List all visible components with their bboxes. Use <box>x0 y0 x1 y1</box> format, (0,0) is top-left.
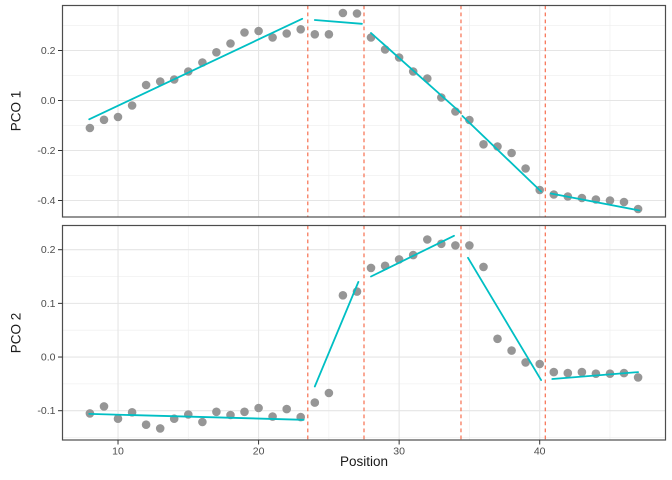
data-point <box>324 388 334 398</box>
x-tick-label: 10 <box>112 446 124 458</box>
data-point <box>577 367 587 377</box>
data-point <box>141 420 151 430</box>
data-point <box>591 369 601 379</box>
data-point <box>226 39 235 48</box>
data-point <box>113 414 123 424</box>
y-tick-label: 0.1 <box>41 298 56 310</box>
data-point <box>479 262 488 272</box>
data-point <box>535 359 544 369</box>
data-point <box>549 367 559 377</box>
y-axis-title-pco1: PCO 1 <box>8 90 24 132</box>
trend-segment <box>88 17 304 121</box>
data-point <box>338 8 348 18</box>
data-point <box>619 197 629 207</box>
data-point <box>465 115 474 125</box>
data-point <box>141 80 151 90</box>
data-point <box>465 241 474 250</box>
y-tick-label: 0.2 <box>41 45 56 57</box>
data-point <box>366 263 376 273</box>
data-point <box>324 30 334 39</box>
data-point <box>212 407 221 417</box>
data-point <box>268 33 277 42</box>
y-tick-label: 0.0 <box>41 95 56 107</box>
trend-segment <box>370 32 462 114</box>
data-point <box>423 235 432 244</box>
y-tick-label: -0.2 <box>37 145 55 157</box>
data-point <box>282 29 292 38</box>
data-point <box>198 417 207 427</box>
data-point <box>605 196 615 205</box>
data-point <box>99 402 109 411</box>
data-point <box>633 373 643 382</box>
data-point <box>240 28 249 37</box>
data-point <box>282 404 292 414</box>
data-point <box>310 30 320 39</box>
data-point <box>479 140 488 149</box>
data-point <box>155 77 165 86</box>
data-point <box>240 407 249 417</box>
data-point <box>633 204 643 214</box>
y-tick-label: -0.4 <box>37 195 55 207</box>
x-axis-title: Position <box>339 454 389 469</box>
x-tick-label: 40 <box>534 446 546 458</box>
data-point <box>254 403 263 413</box>
data-point <box>521 164 530 173</box>
data-point <box>521 358 530 367</box>
data-point <box>437 93 446 102</box>
data-point <box>451 241 460 250</box>
trend-segment <box>551 371 639 380</box>
trend-segment <box>313 19 363 25</box>
trend-segment <box>467 256 542 382</box>
x-tick-label: 30 <box>393 446 405 458</box>
data-point <box>113 112 123 122</box>
data-point <box>352 9 362 18</box>
data-point <box>563 368 573 378</box>
data-point <box>338 291 348 300</box>
data-point <box>310 398 320 407</box>
data-point <box>296 25 306 34</box>
trend-segment <box>461 115 542 193</box>
y-axis-title-pco2: PCO 2 <box>8 312 24 354</box>
panel-border <box>61 224 667 441</box>
data-point <box>507 346 516 355</box>
data-point <box>155 424 165 433</box>
trend-segment <box>313 280 360 388</box>
data-point <box>99 115 109 125</box>
y-tick-label: -0.1 <box>37 405 55 417</box>
panel-border <box>61 4 667 218</box>
y-tick-label: 0.0 <box>41 352 56 364</box>
y-tick-label: 0.2 <box>41 244 56 256</box>
trend-segment <box>88 412 305 421</box>
data-point <box>85 123 95 133</box>
data-point <box>493 334 502 344</box>
data-point <box>507 148 516 158</box>
trend-segment <box>370 234 455 278</box>
x-tick-label: 20 <box>253 446 265 458</box>
data-point <box>254 26 263 36</box>
data-point <box>212 48 221 57</box>
trend-segment <box>550 192 641 212</box>
data-point <box>127 101 137 110</box>
